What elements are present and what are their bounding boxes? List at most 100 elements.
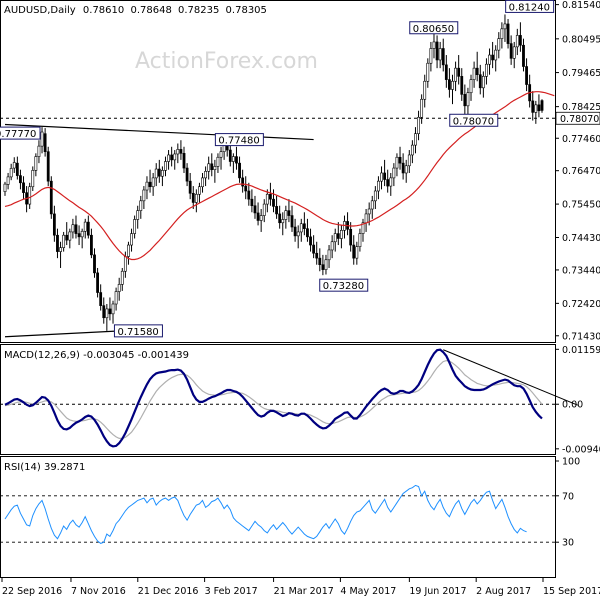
candle-body: [506, 23, 510, 44]
candle-body: [435, 41, 439, 61]
candle-body: [429, 48, 433, 64]
candle-body: [309, 236, 312, 246]
macd-ytick-label: -0.009408: [562, 444, 600, 455]
candle-body: [401, 162, 405, 174]
candle-body: [290, 215, 294, 228]
candle-body: [497, 38, 501, 51]
candle-body: [93, 254, 96, 274]
candle-body: [438, 48, 442, 61]
candle-body: [15, 162, 19, 176]
price-annotation-box: [409, 21, 459, 35]
candle-body: [448, 79, 451, 90]
price-ytick-label: 0.81540: [562, 0, 600, 11]
candle-body: [28, 186, 32, 205]
candle-body: [500, 28, 504, 39]
candle-body: [373, 190, 377, 202]
candle-body: [284, 210, 288, 220]
candle-body: [377, 180, 380, 192]
candle-body: [466, 92, 470, 107]
candle-body: [235, 156, 238, 164]
candle-body: [386, 179, 390, 187]
x-tick-label: 3 Feb 2017: [205, 586, 258, 597]
rsi-ytick-label: 30: [562, 538, 574, 549]
candle-body: [99, 292, 103, 306]
candle-body: [46, 151, 50, 182]
macd-title: MACD(12,26,9) -0.003045 -0.001439: [4, 350, 189, 361]
price-annotation-label: 0.80650: [413, 24, 454, 35]
candle-body: [272, 198, 275, 207]
candle-body: [423, 80, 427, 100]
candle-body: [62, 234, 66, 248]
candle-body: [269, 193, 272, 200]
macd-trendline: [443, 349, 578, 406]
price-ytick-label: 0.72420: [562, 299, 600, 310]
candle-body: [6, 176, 10, 185]
candle-body: [238, 162, 241, 179]
candle-body: [491, 54, 495, 61]
candle-body: [469, 79, 473, 94]
symbol-label: AUDUSD,Daily: [4, 5, 76, 16]
candle-body: [444, 64, 448, 80]
candle-body: [213, 166, 217, 170]
candle-body: [80, 230, 84, 238]
candle-body: [392, 167, 396, 179]
candle-body: [302, 223, 306, 229]
candle-body: [154, 168, 158, 179]
candle-body: [71, 224, 75, 233]
candle-body: [256, 212, 260, 221]
candle-body: [432, 41, 436, 49]
candle-body: [389, 177, 393, 187]
candle-body: [472, 67, 476, 80]
candle-body: [77, 233, 81, 238]
candle-body: [139, 200, 143, 211]
candle-body: [49, 180, 53, 215]
candle-body: [407, 154, 411, 167]
candle-body: [52, 213, 56, 236]
price-title: AUDUSD,Daily 0.78610 0.78648 0.78235 0.7…: [4, 5, 267, 16]
macd-signal-line: [4, 359, 543, 439]
candle-body: [451, 80, 454, 90]
x-tick-label: 2 Aug 2017: [476, 586, 531, 597]
price-ytick-label: 0.74430: [562, 233, 600, 244]
candle-body: [518, 35, 522, 46]
price-panel-frame: [0, 0, 556, 343]
candle-body: [512, 46, 516, 59]
candle-body: [293, 226, 297, 237]
candle-body: [349, 229, 353, 246]
candle-body: [355, 246, 359, 259]
candle-body: [96, 272, 99, 293]
candle-body: [522, 44, 525, 67]
candle-body: [12, 162, 16, 169]
candle-body: [170, 154, 174, 161]
price-trendline: [4, 123, 314, 141]
candle-body: [330, 241, 334, 251]
candle-body: [509, 43, 513, 59]
candle-body: [315, 252, 319, 259]
candle-body: [188, 180, 192, 194]
candle-body: [361, 222, 365, 234]
candle-body: [130, 233, 133, 246]
candle-body: [265, 193, 269, 205]
rsi-ytick-label: 100: [562, 457, 580, 468]
candle-body: [370, 200, 374, 210]
candle-body: [59, 247, 62, 252]
candle-body: [176, 149, 180, 155]
candle-body: [478, 74, 482, 89]
price-ytick-label: 0.77460: [562, 134, 600, 145]
candle-body: [68, 231, 72, 241]
candle-body: [43, 133, 47, 152]
macd-ytick-label: 0.01159: [562, 345, 600, 356]
candle-body: [380, 172, 383, 182]
candle-body: [525, 66, 528, 85]
candle-body: [19, 175, 22, 184]
rsi-layer: [0, 484, 555, 544]
candle-body: [22, 182, 25, 193]
candle-body: [219, 151, 223, 158]
candle-body: [185, 167, 189, 182]
current-price-label: 0.78070: [560, 114, 599, 125]
candle-body: [475, 67, 479, 76]
candle-body: [534, 104, 538, 113]
candle-body: [250, 198, 254, 207]
candle-body: [108, 308, 112, 315]
